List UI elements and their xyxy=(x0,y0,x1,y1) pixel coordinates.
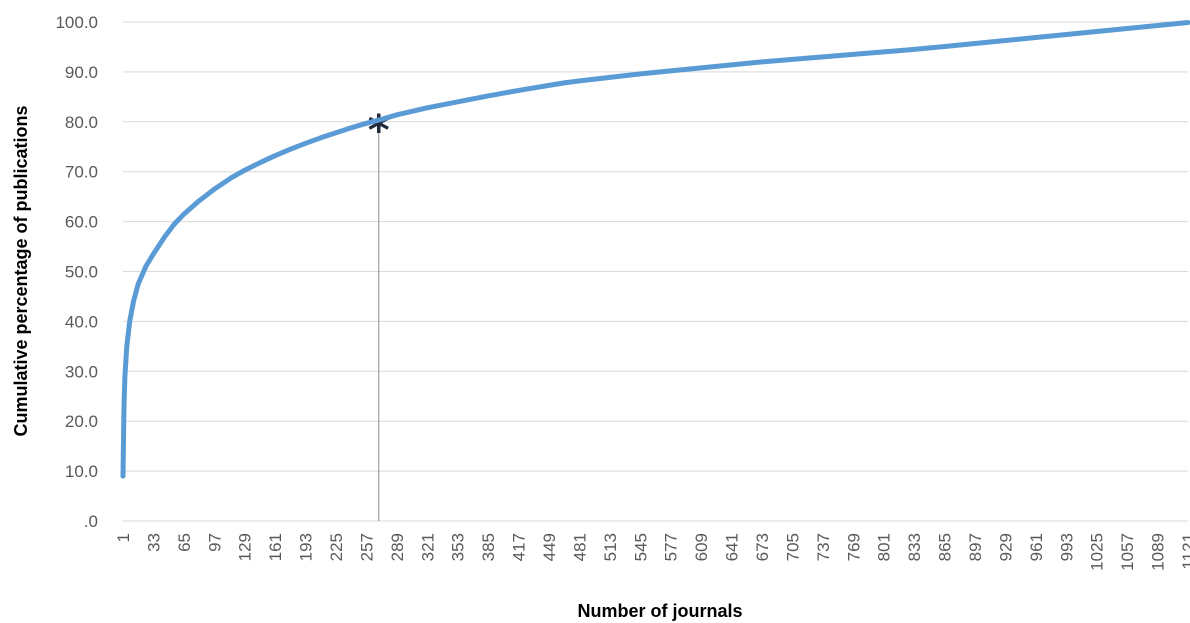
y-tick-label: 100.0 xyxy=(55,13,98,32)
annotation: * xyxy=(368,105,390,521)
x-tick-label: 289 xyxy=(388,533,407,561)
x-axis-tick-labels: 1 33 65 97 129 161 193 225 257 289 321 353 385 417 449… xyxy=(114,533,1190,571)
x-tick-label: 833 xyxy=(905,533,924,561)
series-line xyxy=(120,20,1190,479)
x-tick-label: 1089 xyxy=(1149,533,1168,571)
x-tick-label: 545 xyxy=(631,533,650,561)
x-tick-label: 257 xyxy=(357,533,376,561)
x-tick-label: 865 xyxy=(936,533,955,561)
x-tick-label: 417 xyxy=(510,533,529,561)
x-tick-label: 129 xyxy=(236,533,255,561)
y-tick-label: 40.0 xyxy=(65,312,98,331)
x-tick-label: 609 xyxy=(692,533,711,561)
x-tick-label: 1057 xyxy=(1118,533,1137,571)
y-tick-label: 80.0 xyxy=(65,113,98,132)
x-tick-label: 769 xyxy=(844,533,863,561)
x-tick-label: 513 xyxy=(601,533,620,561)
annotation-asterisk-marker: * xyxy=(368,105,390,154)
x-tick-label: 673 xyxy=(753,533,772,561)
x-tick-label: 449 xyxy=(540,533,559,561)
x-tick-label: 929 xyxy=(996,533,1015,561)
x-tick-label: 641 xyxy=(723,533,742,561)
y-tick-label: 30.0 xyxy=(65,362,98,381)
y-tick-label: 20.0 xyxy=(65,412,98,431)
y-tick-label: 60.0 xyxy=(65,213,98,232)
x-tick-label: 97 xyxy=(205,533,224,552)
gridlines xyxy=(123,21,1188,522)
y-tick-label: 70.0 xyxy=(65,163,98,182)
x-tick-label: 577 xyxy=(662,533,681,561)
x-tick-label: 1025 xyxy=(1088,533,1107,571)
x-tick-label: 385 xyxy=(479,533,498,561)
x-axis-title: Number of journals xyxy=(577,601,742,621)
x-tick-label: 961 xyxy=(1027,533,1046,561)
x-tick-label: 1121 xyxy=(1179,533,1190,570)
y-tick-label: 10.0 xyxy=(65,462,98,481)
x-tick-label: 1 xyxy=(114,533,133,542)
x-tick-label: 353 xyxy=(449,533,468,561)
x-tick-label: 897 xyxy=(966,533,985,561)
x-tick-label: 33 xyxy=(144,533,163,552)
y-axis-tick-labels: .0 10.0 20.0 30.0 40.0 50.0 60.0 70.0 80.0 90.0 10… xyxy=(55,13,98,531)
x-tick-label: 737 xyxy=(814,533,833,561)
series-layer xyxy=(120,20,1190,479)
x-tick-label: 193 xyxy=(297,533,316,561)
y-axis-title: Cumulative percentage of publications xyxy=(11,105,31,436)
y-tick-label: 50.0 xyxy=(65,263,98,282)
x-tick-label: 65 xyxy=(175,533,194,552)
x-tick-label: 225 xyxy=(327,533,346,561)
x-tick-label: 161 xyxy=(266,533,285,561)
y-tick-label: .0 xyxy=(84,512,98,531)
x-tick-label: 481 xyxy=(570,533,589,561)
x-tick-label: 801 xyxy=(875,533,894,561)
x-tick-label: 321 xyxy=(418,533,437,561)
x-tick-label: 705 xyxy=(783,533,802,561)
x-tick-label: 993 xyxy=(1057,533,1076,561)
y-tick-label: 90.0 xyxy=(65,63,98,82)
